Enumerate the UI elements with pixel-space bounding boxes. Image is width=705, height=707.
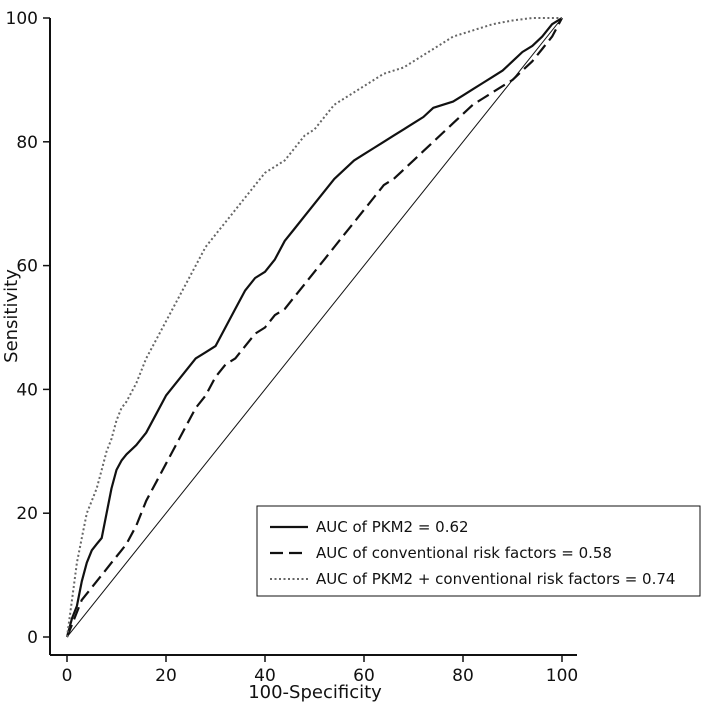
series-layer	[65, 17, 563, 638]
x-axis-title: 100-Specificity	[248, 682, 382, 703]
plot-area: 0 20 40 60 80 100 0 20 40 60 80 100	[6, 9, 579, 686]
x-tick-label: 60	[353, 666, 375, 686]
x-tick-label: 100	[546, 666, 578, 686]
legend-label-3: AUC of PKM2 + conventional risk factors …	[316, 570, 675, 588]
y-axis-title: Sensitivity	[1, 269, 22, 363]
x-tick-label: 80	[452, 666, 474, 686]
legend-label-1: AUC of PKM2 = 0.62	[316, 518, 469, 536]
legend-items: AUC of PKM2 = 0.62 AUC of conventional ri…	[270, 518, 675, 588]
y-tick-label: 40	[16, 380, 38, 400]
x-tick-label: 0	[62, 666, 73, 686]
y-tick-label: 100	[6, 9, 38, 29]
reference-diagonal-line	[66, 17, 563, 638]
series-line-3	[66, 17, 562, 638]
x-ticks: 0 20 40 60 80 100	[62, 655, 578, 686]
legend: AUC of PKM2 = 0.62 AUC of conventional ri…	[256, 505, 701, 597]
y-tick-label: 0	[27, 628, 38, 648]
series-line-1	[65, 17, 563, 638]
x-tick-label: 20	[155, 666, 177, 686]
x-tick-label: 40	[254, 666, 276, 686]
y-tick-label: 20	[16, 504, 38, 524]
series-line-2	[65, 17, 563, 638]
y-tick-label: 80	[16, 133, 38, 153]
legend-box	[256, 505, 701, 597]
y-tick-label: 60	[16, 257, 38, 277]
y-ticks: 0 20 40 60 80 100	[6, 9, 50, 648]
legend-label-2: AUC of conventional risk factors = 0.58	[316, 544, 612, 562]
